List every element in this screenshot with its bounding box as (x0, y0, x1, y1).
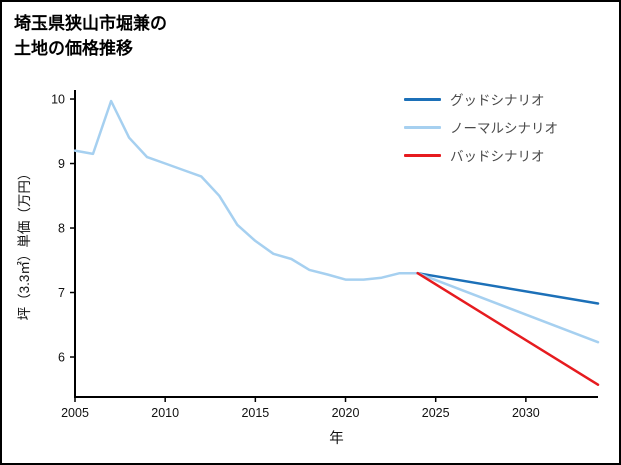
series-line-normal (416, 271, 600, 344)
legend-line-good-scenario (404, 97, 441, 101)
y-tick-label: 6 (58, 351, 65, 365)
legend-label-good-scenario: グッドシナリオ (450, 93, 545, 108)
y-tick-label: 8 (58, 222, 65, 236)
chart-title: 埼玉県狭山市堀兼の 土地の価格推移 (14, 12, 167, 61)
chart-title-line1: 埼玉県狭山市堀兼の (14, 14, 167, 33)
legend-item-normal-scenario: ノーマルシナリオ (404, 113, 558, 141)
series-line-bad (416, 271, 600, 386)
x-tick-label: 2015 (241, 406, 269, 420)
x-tick-label: 2025 (422, 406, 450, 420)
legend-label-bad-scenario: バッドシナリオ (450, 149, 545, 164)
y-tick-label: 9 (58, 157, 65, 171)
legend-line-bad-scenario (404, 153, 441, 157)
x-tick-label: 2010 (151, 406, 179, 420)
chart-title-line2: 土地の価格推移 (14, 38, 133, 58)
legend: グッドシナリオ ノーマルシナリオ バッドシナリオ (404, 85, 558, 169)
series-line-history (73, 99, 419, 281)
legend-line-normal-scenario (404, 125, 441, 129)
legend-item-good-scenario: グッドシナリオ (404, 85, 558, 113)
y-axis-label: 坪（3.3㎡）単価（万円） (17, 167, 32, 321)
series-line-good (416, 271, 600, 305)
x-axis-label: 年 (329, 430, 344, 447)
legend-label-normal-scenario: ノーマルシナリオ (450, 121, 558, 136)
x-tick-label: 2005 (61, 406, 89, 420)
y-tick-label: 7 (58, 286, 65, 300)
y-tick-label: 10 (51, 93, 65, 107)
legend-item-bad-scenario: バッドシナリオ (404, 141, 558, 169)
x-tick-label: 2030 (512, 406, 540, 420)
x-tick-label: 2020 (332, 406, 360, 420)
